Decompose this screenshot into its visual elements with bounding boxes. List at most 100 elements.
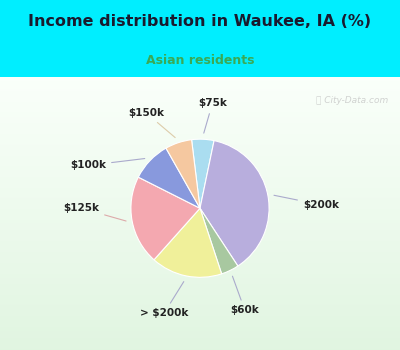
Bar: [0, 159, 400, 160]
Bar: [0, 335, 400, 336]
Bar: [0, 274, 400, 275]
Bar: [0, 85, 400, 86]
Bar: [0, 106, 400, 107]
Bar: [0, 95, 400, 96]
Bar: [0, 196, 400, 197]
Bar: [0, 81, 400, 83]
Bar: [0, 190, 400, 192]
Bar: [0, 89, 400, 91]
Bar: [0, 149, 400, 151]
Bar: [0, 208, 400, 209]
Bar: [0, 203, 400, 204]
Bar: [0, 164, 400, 166]
Bar: [0, 226, 400, 227]
Text: $125k: $125k: [63, 203, 126, 221]
Bar: [0, 188, 400, 189]
Bar: [0, 140, 400, 141]
Bar: [0, 343, 400, 344]
Bar: [0, 233, 400, 234]
Bar: [0, 179, 400, 181]
Bar: [0, 126, 400, 127]
Text: Ⓣ City-Data.com: Ⓣ City-Data.com: [316, 96, 388, 105]
Bar: [0, 238, 400, 239]
Text: $200k: $200k: [274, 195, 339, 210]
Bar: [0, 248, 400, 249]
Bar: [0, 231, 400, 233]
Text: $75k: $75k: [198, 98, 227, 133]
Bar: [0, 321, 400, 323]
Bar: [0, 201, 400, 203]
Bar: [0, 104, 400, 106]
Bar: [0, 177, 400, 178]
Bar: [0, 297, 400, 298]
Bar: [0, 301, 400, 302]
Bar: [0, 234, 400, 235]
Bar: [0, 97, 400, 99]
Bar: [0, 183, 400, 185]
Bar: [0, 316, 400, 317]
Bar: [0, 193, 400, 194]
Bar: [0, 300, 400, 301]
Bar: [0, 293, 400, 294]
Bar: [0, 286, 400, 287]
Bar: [0, 324, 400, 326]
Bar: [0, 141, 400, 142]
Bar: [0, 275, 400, 276]
Bar: [0, 145, 400, 147]
Bar: [0, 222, 400, 223]
Bar: [0, 138, 400, 140]
Bar: [0, 246, 400, 248]
Bar: [0, 267, 400, 268]
Bar: [0, 166, 400, 167]
Bar: [0, 237, 400, 238]
Bar: [0, 245, 400, 246]
Bar: [0, 261, 400, 262]
Bar: [0, 272, 400, 274]
Bar: [0, 78, 400, 80]
Bar: [0, 310, 400, 312]
Text: $60k: $60k: [230, 276, 259, 315]
Bar: [0, 244, 400, 245]
Bar: [0, 330, 400, 331]
Bar: [0, 96, 400, 97]
Bar: [0, 117, 400, 118]
Bar: [0, 291, 400, 293]
Bar: [0, 144, 400, 145]
Bar: [0, 306, 400, 308]
Bar: [0, 155, 400, 156]
Bar: [0, 253, 400, 254]
Bar: [0, 336, 400, 338]
Bar: [0, 129, 400, 130]
Bar: [0, 171, 400, 173]
Bar: [0, 119, 400, 121]
Wedge shape: [200, 141, 269, 266]
Bar: [0, 252, 400, 253]
Bar: [0, 181, 400, 182]
Bar: [0, 186, 400, 188]
Bar: [0, 241, 400, 242]
Bar: [0, 224, 400, 226]
Bar: [0, 254, 400, 256]
Bar: [0, 91, 400, 92]
Bar: [0, 92, 400, 93]
Bar: [0, 347, 400, 349]
Bar: [0, 158, 400, 159]
Bar: [0, 206, 400, 208]
Bar: [0, 211, 400, 212]
Bar: [0, 102, 400, 103]
Bar: [0, 86, 400, 88]
Wedge shape: [166, 140, 200, 208]
Bar: [0, 256, 400, 257]
Wedge shape: [131, 177, 200, 260]
Bar: [0, 257, 400, 259]
Bar: [0, 100, 400, 102]
Bar: [0, 198, 400, 200]
Bar: [0, 312, 400, 313]
Bar: [0, 192, 400, 193]
Bar: [0, 268, 400, 270]
Bar: [0, 338, 400, 339]
Bar: [0, 212, 400, 214]
Bar: [0, 265, 400, 267]
Bar: [0, 151, 400, 152]
Bar: [0, 288, 400, 290]
